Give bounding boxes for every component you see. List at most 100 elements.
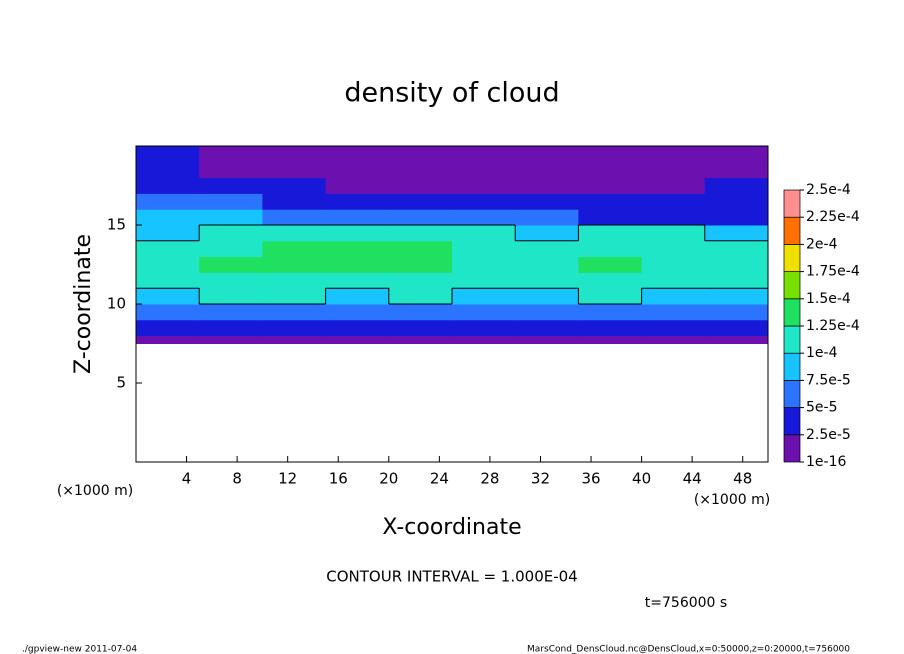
heat-cell <box>136 319 200 337</box>
heat-cell <box>578 240 643 258</box>
heat-cell <box>388 288 453 305</box>
heat-cell <box>704 146 769 163</box>
heat-cell <box>262 288 327 305</box>
heat-cell <box>704 272 769 289</box>
x-unit: (×1000 m) <box>694 492 770 508</box>
heat-cell <box>515 240 579 258</box>
heat-cell <box>578 319 643 337</box>
heat-cell <box>388 161 453 179</box>
heat-cell <box>704 319 769 337</box>
heat-cell <box>136 304 200 321</box>
heat-cell <box>199 177 263 194</box>
colorbar-label: 2e-4 <box>806 236 838 252</box>
heat-cell <box>199 209 263 226</box>
colorbar-swatch <box>783 216 801 245</box>
heat-cell <box>515 209 579 226</box>
heat-cell <box>515 193 579 210</box>
heat-cell <box>641 335 706 344</box>
heat-cell <box>388 193 453 210</box>
heat-cell <box>136 209 200 226</box>
heat-cell <box>199 256 263 273</box>
heat-cell <box>262 161 327 179</box>
heat-cell <box>262 256 327 273</box>
heat-cell <box>199 193 263 210</box>
heat-cell <box>325 335 390 344</box>
colorbar-swatch <box>783 298 801 327</box>
heat-cell <box>641 209 706 226</box>
heat-cell <box>136 146 200 163</box>
x-tick-label: 48 <box>733 470 752 488</box>
heat-cell <box>199 240 263 258</box>
x-tick-label: 12 <box>278 470 297 488</box>
x-tick-label: 40 <box>632 470 651 488</box>
colorbar-swatch <box>783 325 801 354</box>
heat-cell <box>136 256 200 273</box>
heat-cell <box>325 146 390 163</box>
x-tick-label: 4 <box>182 470 192 488</box>
y-axis-label: Z-coordinate <box>71 234 96 374</box>
heat-cell <box>325 288 390 305</box>
heat-cell <box>199 272 263 289</box>
x-axis-label: X-coordinate <box>382 515 521 540</box>
heat-cell <box>704 177 769 194</box>
heat-cell <box>199 335 263 344</box>
heat-cell <box>199 225 263 242</box>
heat-cell <box>199 319 263 337</box>
heat-cell <box>325 209 390 226</box>
heat-cell <box>388 304 453 321</box>
heat-cell <box>452 256 516 273</box>
colorbar-swatch <box>783 271 801 300</box>
heat-cell <box>578 304 643 321</box>
heat-cell <box>578 225 643 242</box>
heat-cell <box>704 240 769 258</box>
heat-cell <box>262 319 327 337</box>
heat-cell <box>452 335 516 344</box>
y-tick-label: 15 <box>107 216 126 234</box>
colorbar-label: 5e-5 <box>806 400 837 416</box>
heat-cell <box>641 240 706 258</box>
heat-cell <box>578 209 643 226</box>
heat-cell <box>325 240 390 258</box>
heat-cell <box>136 272 200 289</box>
x-tick-label: 20 <box>379 470 398 488</box>
heat-cell <box>388 146 453 163</box>
heat-cell <box>515 225 579 242</box>
colorbar-swatch <box>783 407 801 436</box>
heat-cell <box>452 272 516 289</box>
heat-cell <box>704 209 769 226</box>
heat-cell <box>578 272 643 289</box>
colorbar-label: 2.5e-5 <box>806 427 851 443</box>
heat-cell <box>704 335 769 344</box>
heat-cell <box>136 335 200 344</box>
heat-cell <box>262 335 327 344</box>
time-label: t=756000 s <box>645 595 727 611</box>
heat-cell <box>388 272 453 289</box>
heat-cell <box>704 161 769 179</box>
colorbar-label: 1.5e-4 <box>806 291 851 307</box>
heat-cell <box>452 288 516 305</box>
heat-cell <box>136 288 200 305</box>
x-tick-label: 32 <box>531 470 550 488</box>
heat-cell <box>578 161 643 179</box>
heat-cell <box>262 272 327 289</box>
y-unit: (×1000 m) <box>57 483 133 499</box>
heat-cell <box>641 161 706 179</box>
heat-cell <box>704 256 769 273</box>
heat-cell <box>199 288 263 305</box>
heat-cell <box>452 209 516 226</box>
colorbar-label: 1e-16 <box>806 454 846 470</box>
heat-cell <box>325 193 390 210</box>
heat-cell <box>641 256 706 273</box>
heat-cell <box>325 161 390 179</box>
heat-cell <box>515 319 579 337</box>
heat-cell <box>515 304 579 321</box>
heat-cell <box>388 240 453 258</box>
footer-right: MarsCond_DensCloud.nc@DensCloud,x=0:5000… <box>527 645 850 654</box>
heat-cell <box>515 177 579 194</box>
x-tick-label: 24 <box>430 470 449 488</box>
heat-cell <box>325 256 390 273</box>
heat-cell <box>704 225 769 242</box>
heat-cell <box>452 319 516 337</box>
chart-title: density of cloud <box>344 78 559 109</box>
